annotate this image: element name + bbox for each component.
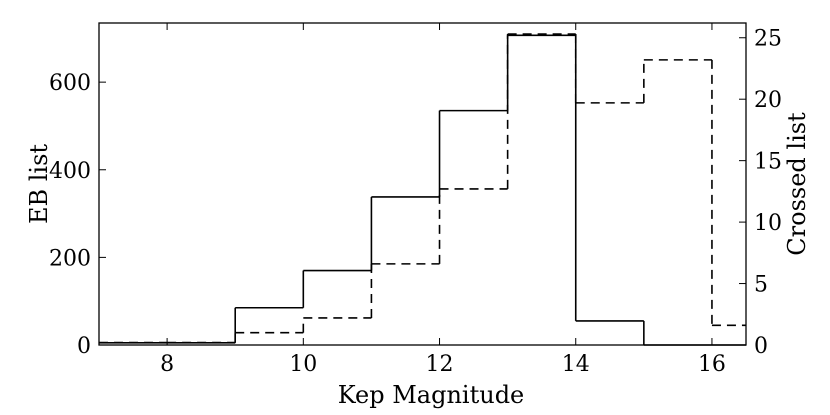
y-tick-label-left: 200 — [49, 246, 91, 271]
x-tick-label: 14 — [562, 352, 590, 377]
x-tick-label: 12 — [426, 352, 454, 377]
x-tick-label: 8 — [160, 352, 174, 377]
series-layer — [99, 33, 746, 346]
y-tick-label-right: 25 — [754, 27, 782, 52]
x-axis-label: Kep Magnitude — [338, 381, 525, 409]
y-tick-label-right: 20 — [754, 88, 782, 113]
y-axis-label-left: EB list — [25, 144, 53, 224]
y-tick-label-left: 400 — [49, 159, 91, 184]
y-tick-label-left: 600 — [49, 71, 91, 96]
y-tick-label-right: 0 — [754, 334, 768, 359]
tick-layer: 8 10 12 14 16 0 200 400 600 0 5 10 15 20 25 — [49, 23, 782, 377]
x-tick-label: 10 — [289, 352, 317, 377]
y-axis-label-right: Crossed list — [783, 112, 811, 256]
plot-frame — [98, 22, 747, 346]
y-tick-label-right: 5 — [754, 273, 768, 298]
y-tick-label-right: 10 — [754, 211, 782, 236]
y-tick-label-right: 15 — [754, 150, 782, 175]
x-tick-label: 16 — [698, 352, 726, 377]
y-tick-label-left: 0 — [77, 334, 91, 359]
